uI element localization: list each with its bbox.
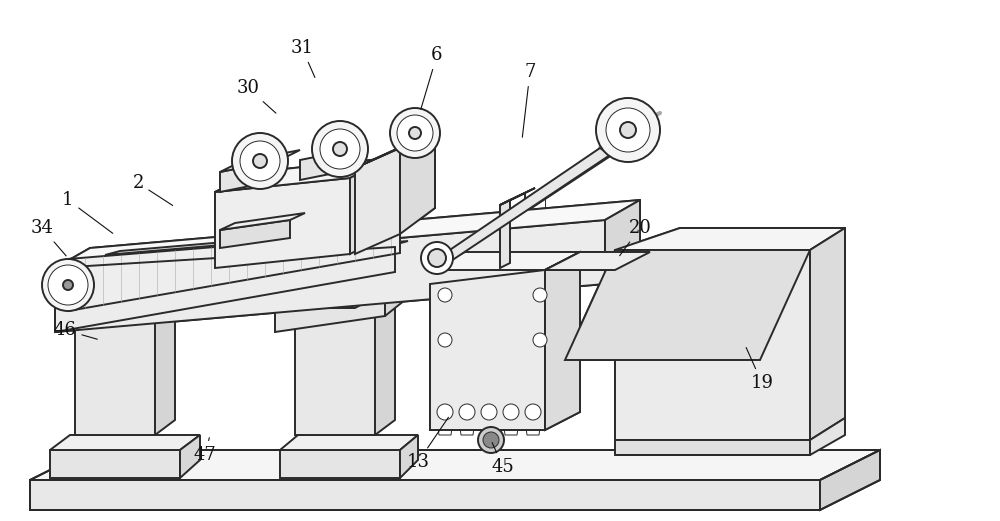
Polygon shape xyxy=(220,220,290,248)
Polygon shape xyxy=(400,132,435,234)
Circle shape xyxy=(390,108,440,158)
Circle shape xyxy=(533,333,547,347)
Circle shape xyxy=(397,115,433,151)
Polygon shape xyxy=(545,252,580,430)
Polygon shape xyxy=(437,420,453,435)
Polygon shape xyxy=(435,148,610,265)
Polygon shape xyxy=(500,188,535,205)
Circle shape xyxy=(483,432,499,448)
Circle shape xyxy=(63,280,73,290)
Polygon shape xyxy=(350,158,390,254)
Circle shape xyxy=(42,259,94,311)
Circle shape xyxy=(459,404,475,420)
Polygon shape xyxy=(30,450,880,480)
Polygon shape xyxy=(565,250,810,360)
Polygon shape xyxy=(50,450,180,478)
Circle shape xyxy=(240,141,280,181)
Text: 7: 7 xyxy=(522,63,536,137)
Polygon shape xyxy=(545,252,650,270)
Polygon shape xyxy=(481,420,497,435)
Text: 6: 6 xyxy=(421,46,443,109)
Text: 2: 2 xyxy=(132,174,173,205)
Polygon shape xyxy=(615,440,810,455)
Polygon shape xyxy=(30,480,820,510)
Polygon shape xyxy=(220,150,300,172)
Polygon shape xyxy=(820,450,880,510)
Polygon shape xyxy=(400,435,418,478)
Text: 34: 34 xyxy=(31,219,66,256)
Polygon shape xyxy=(430,252,580,270)
Polygon shape xyxy=(100,233,400,262)
Circle shape xyxy=(620,122,636,138)
Circle shape xyxy=(503,404,519,420)
Circle shape xyxy=(438,288,452,302)
Text: 1: 1 xyxy=(62,191,113,233)
Circle shape xyxy=(48,265,88,305)
Polygon shape xyxy=(215,178,350,268)
Polygon shape xyxy=(180,435,200,478)
Polygon shape xyxy=(165,276,185,316)
Polygon shape xyxy=(355,132,435,168)
Polygon shape xyxy=(295,275,375,285)
Polygon shape xyxy=(503,420,519,435)
Polygon shape xyxy=(55,200,640,268)
Polygon shape xyxy=(75,275,155,435)
Polygon shape xyxy=(55,220,605,332)
Circle shape xyxy=(533,288,547,302)
Polygon shape xyxy=(615,418,845,455)
Polygon shape xyxy=(105,227,400,255)
Polygon shape xyxy=(55,292,165,332)
Text: 46: 46 xyxy=(54,321,97,339)
Circle shape xyxy=(253,154,267,168)
Polygon shape xyxy=(75,275,155,285)
Polygon shape xyxy=(810,228,845,440)
Text: 20: 20 xyxy=(620,219,651,256)
Polygon shape xyxy=(275,292,385,332)
Circle shape xyxy=(478,427,504,453)
Circle shape xyxy=(232,133,288,189)
Polygon shape xyxy=(295,275,375,435)
Circle shape xyxy=(320,129,360,169)
Polygon shape xyxy=(300,148,360,180)
Circle shape xyxy=(428,249,446,267)
Polygon shape xyxy=(280,450,400,478)
Polygon shape xyxy=(220,213,305,230)
Polygon shape xyxy=(605,200,640,284)
Text: 31: 31 xyxy=(290,39,315,78)
Polygon shape xyxy=(355,148,400,254)
Polygon shape xyxy=(55,268,165,308)
Polygon shape xyxy=(385,276,405,316)
Circle shape xyxy=(437,404,453,420)
Text: 19: 19 xyxy=(746,348,774,392)
Polygon shape xyxy=(50,435,200,450)
Text: 45: 45 xyxy=(492,442,514,476)
Polygon shape xyxy=(615,228,845,250)
Polygon shape xyxy=(615,250,810,440)
Polygon shape xyxy=(430,270,545,430)
Circle shape xyxy=(481,404,497,420)
Circle shape xyxy=(606,108,650,152)
Polygon shape xyxy=(500,200,510,268)
Text: 13: 13 xyxy=(406,417,448,471)
Polygon shape xyxy=(110,241,408,270)
Circle shape xyxy=(525,404,541,420)
Polygon shape xyxy=(215,158,390,192)
Polygon shape xyxy=(155,262,175,435)
Polygon shape xyxy=(220,160,280,192)
Polygon shape xyxy=(545,252,650,270)
Circle shape xyxy=(596,98,660,162)
Polygon shape xyxy=(525,420,541,435)
Circle shape xyxy=(312,121,368,177)
Polygon shape xyxy=(275,268,385,308)
Text: 30: 30 xyxy=(237,79,276,113)
Circle shape xyxy=(333,142,347,156)
Circle shape xyxy=(438,333,452,347)
Polygon shape xyxy=(375,262,395,435)
Polygon shape xyxy=(459,420,475,435)
Circle shape xyxy=(421,242,453,274)
Circle shape xyxy=(409,127,421,139)
Text: 47: 47 xyxy=(194,438,216,464)
Polygon shape xyxy=(280,435,418,450)
Polygon shape xyxy=(68,232,400,311)
